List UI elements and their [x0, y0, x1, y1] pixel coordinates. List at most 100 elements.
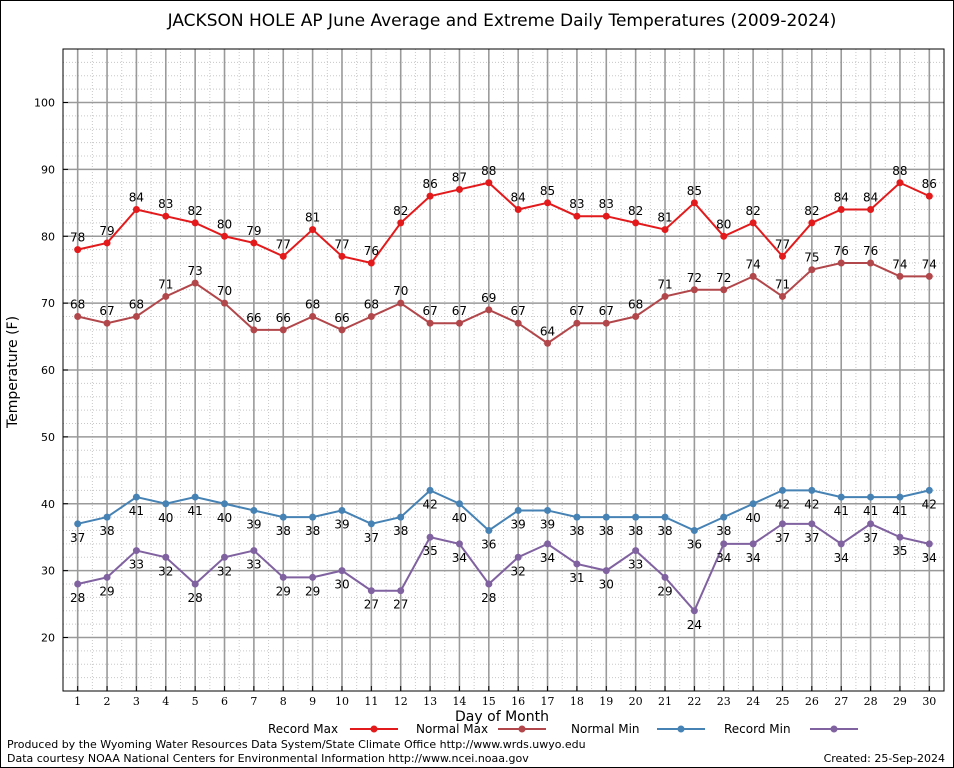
series-line: [77, 522, 930, 613]
data-point: [778, 292, 786, 300]
data-label: 28: [70, 591, 85, 605]
data-point: [720, 513, 728, 521]
data-point: [720, 286, 728, 294]
data-point: [690, 527, 698, 534]
data-point: [632, 513, 640, 521]
data-point: [191, 279, 199, 287]
legend-item: Record Max: [268, 722, 398, 736]
y-tick-label: 50: [41, 431, 55, 444]
data-point: [455, 185, 463, 193]
data-label: 68: [364, 298, 379, 312]
data-label: 67: [99, 304, 114, 318]
data-label: 29: [657, 584, 672, 598]
data-label: 36: [481, 538, 496, 552]
data-point: [397, 587, 405, 595]
data-point: [867, 259, 875, 267]
data-point: [162, 212, 170, 220]
data-label: 32: [217, 564, 232, 578]
x-tick-label: 21: [658, 695, 672, 708]
data-point: [485, 179, 493, 187]
data-point: [602, 513, 610, 521]
data-label: 28: [188, 591, 203, 605]
data-point: [632, 219, 640, 227]
x-tick-label: 18: [570, 695, 584, 708]
x-tick-label: 8: [280, 695, 287, 708]
x-tick-label: 15: [482, 695, 496, 708]
data-point: [132, 547, 140, 555]
data-point: [309, 313, 317, 320]
y-tick-label: 40: [41, 498, 55, 511]
data-point: [896, 493, 904, 501]
data-label: 77: [775, 237, 790, 251]
data-label: 38: [569, 524, 584, 538]
x-tick-label: 3: [133, 695, 140, 708]
data-point: [837, 540, 845, 548]
x-tick-label: 26: [805, 695, 819, 708]
data-label: 70: [217, 284, 232, 298]
data-point: [632, 313, 640, 320]
data-label: 39: [511, 517, 526, 531]
series-normal-max: 68 67 68 71 73 70 66 66 68 66 68 70 67 67 69 67 64 67 67 68…: [70, 244, 937, 347]
data-point: [279, 252, 287, 260]
data-label: 82: [628, 204, 643, 218]
x-tick-label: 7: [250, 695, 257, 708]
data-point: [279, 513, 287, 521]
x-tick-label: 24: [746, 695, 760, 708]
data-point: [338, 506, 346, 514]
data-point: [925, 272, 933, 280]
data-label: 36: [687, 538, 702, 552]
data-point: [397, 513, 405, 521]
data-point: [162, 553, 170, 561]
data-label: 40: [158, 511, 173, 525]
x-tick-label: 25: [775, 695, 789, 708]
data-point: [778, 252, 786, 260]
data-label: 30: [599, 578, 614, 592]
data-label: 80: [217, 217, 232, 231]
x-tick-label: 1: [74, 695, 81, 708]
data-label: 67: [422, 304, 437, 318]
data-point: [749, 272, 757, 280]
data-point: [720, 232, 728, 240]
data-label: 67: [599, 304, 614, 318]
data-label: 41: [863, 504, 878, 518]
data-point: [162, 292, 170, 300]
data-point: [103, 513, 111, 521]
data-label: 78: [70, 231, 85, 245]
data-label: 31: [569, 571, 584, 585]
data-label: 29: [99, 584, 114, 598]
x-tick-label: 9: [309, 695, 316, 708]
data-label: 27: [393, 598, 408, 612]
data-point: [367, 313, 375, 320]
data-label: 42: [804, 497, 819, 511]
x-tick-label: 16: [511, 695, 525, 708]
data-point: [221, 553, 229, 561]
data-label: 84: [511, 191, 526, 205]
legend-item: Normal Min: [571, 722, 705, 736]
data-label: 80: [716, 217, 731, 231]
data-point: [632, 547, 640, 555]
data-point: [661, 573, 669, 581]
data-point: [74, 580, 82, 588]
data-label: 82: [393, 204, 408, 218]
data-label: 82: [188, 204, 203, 218]
data-label: 29: [276, 584, 291, 598]
data-point: [514, 506, 522, 514]
legend-label: Record Max: [268, 722, 338, 736]
data-point: [485, 580, 493, 588]
data-point: [808, 219, 816, 227]
x-tick-label: 23: [717, 695, 731, 708]
data-point: [778, 486, 786, 494]
data-label: 66: [334, 311, 349, 325]
y-tick-label: 100: [34, 97, 55, 110]
data-point: [426, 192, 434, 200]
data-label: 40: [217, 511, 232, 525]
data-label: 82: [745, 204, 760, 218]
data-label: 40: [452, 511, 467, 525]
data-label: 81: [657, 211, 672, 225]
data-point: [455, 500, 463, 508]
data-point: [544, 506, 552, 514]
data-point: [426, 319, 434, 327]
data-point: [896, 533, 904, 541]
data-label: 42: [422, 497, 437, 511]
data-label: 83: [158, 197, 173, 211]
